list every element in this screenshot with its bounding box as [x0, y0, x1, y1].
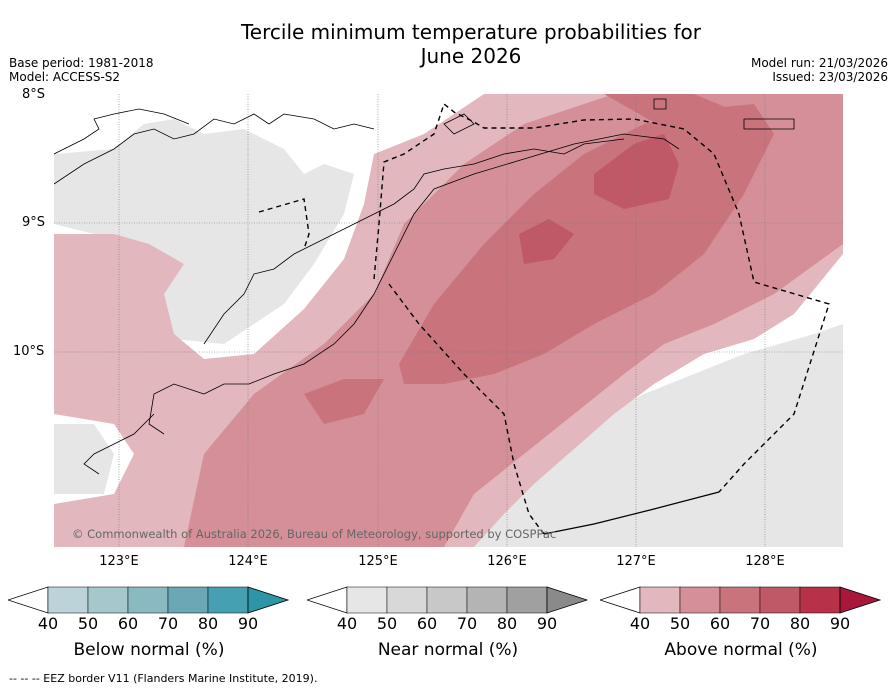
colorbar-1-segment-0 [346, 586, 388, 614]
above-normal-60-70-a [399, 104, 774, 384]
colorbar-2-segment-1 [679, 586, 721, 614]
lon-label-125e: 125°E [358, 554, 398, 569]
eez-solid-segment [543, 491, 720, 535]
colorbar-2-segment-5 [839, 586, 882, 614]
colorbar-2-segment-2 [719, 586, 761, 614]
map-title: Tercile minimum temperature probabilitie… [0, 20, 896, 68]
title-line-1: Tercile minimum temperature probabilitie… [240, 20, 702, 44]
model-name: Model: ACCESS-S2 [9, 70, 121, 84]
colorbar-near-label: Near normal (%) [377, 640, 519, 660]
colorbar-0-segment-1 [87, 586, 129, 614]
lon-label-127e: 127°E [616, 554, 656, 569]
colorbar-below-label: Below normal (%) [73, 640, 225, 660]
lat-label-9s: 9°S [22, 215, 46, 230]
coastlines [54, 98, 795, 475]
lon-label-123e: 123°E [99, 554, 139, 569]
model-run: Model run: 21/03/2026 [750, 56, 888, 70]
colorbar-1-segment-1 [386, 586, 428, 614]
map-frame [54, 94, 843, 547]
eez-footer-note: -- -- -- EEZ border V11 (Flanders Marine… [9, 672, 318, 685]
lon-label-128e: 128°E [745, 554, 785, 569]
probability-map: © Commonwealth of Australia 2026, Bureau… [54, 94, 843, 547]
colorbar-above-normal [600, 586, 882, 614]
title-line-2: June 2026 [420, 44, 522, 68]
above-normal-70-80-b [519, 219, 574, 264]
colorbar-above-label: Above normal (%) [664, 640, 818, 660]
colorbar-0-segment-5 [247, 586, 290, 614]
lon-label-124e: 124°E [228, 554, 268, 569]
lat-label-10s: 10°S [13, 344, 45, 359]
copyright-text: © Commonwealth of Australia 2026, Bureau… [72, 527, 556, 541]
colorbar-2-segment-4 [799, 586, 841, 614]
lon-label-126e: 126°E [487, 554, 527, 569]
colorbar-1-segment-4 [506, 586, 548, 614]
colorbar-below-normal [8, 586, 290, 614]
issued-date: Issued: 23/03/2026 [772, 70, 888, 84]
above-normal-70-80-a [594, 134, 679, 209]
above-normal-60-70-c [304, 379, 384, 424]
colorbar-2-segment-3 [759, 586, 801, 614]
colorbar-0-segment-3 [167, 586, 209, 614]
lat-label-8s: 8°S [22, 87, 46, 102]
colorbar-0-segment-2 [127, 586, 169, 614]
colorbar-0-segment-4 [207, 586, 249, 614]
colorbar-1-segment-5 [546, 586, 589, 614]
colorbar-1-segment-2 [426, 586, 468, 614]
near-normal-regions [54, 119, 843, 547]
meta-right: Model run: 21/03/2026 Issued: 23/03/2026 [751, 56, 888, 84]
base-period: Base period: 1981-2018 [9, 56, 154, 70]
eez-border [258, 102, 830, 535]
colorbar-0-segment-0 [47, 586, 89, 614]
colorbar-near-normal [307, 586, 589, 614]
meta-left: Base period: 1981-2018 Model: ACCESS-S2 [9, 56, 154, 84]
colorbar-1-segment-3 [466, 586, 508, 614]
colorbar-2-segment-0 [639, 586, 681, 614]
above-normal-60-70-b [604, 94, 754, 144]
gridlines [54, 94, 843, 547]
